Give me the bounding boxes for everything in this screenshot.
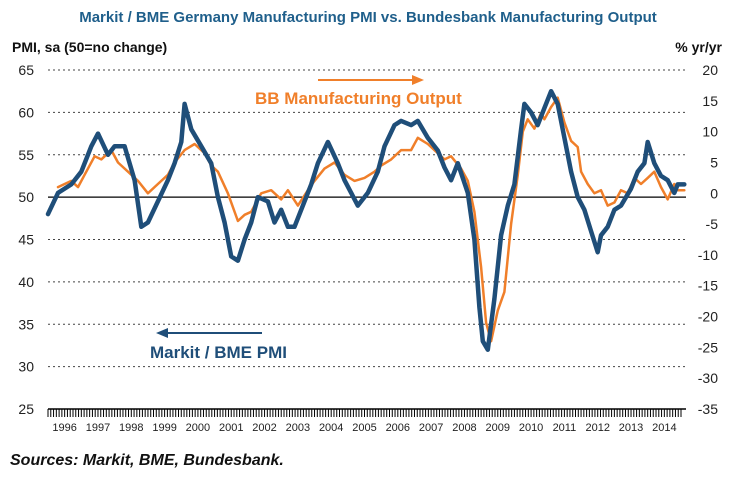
- pmi-arrow-icon: [156, 328, 262, 338]
- x-tick-label: 2003: [286, 422, 310, 434]
- left-tick-label: 30: [18, 359, 34, 375]
- output-series-label: BB Manufacturing Output: [255, 89, 462, 108]
- left-tick-label: 50: [18, 189, 34, 205]
- x-tick-label: 2014: [652, 422, 676, 434]
- x-tick-label: 1997: [86, 422, 110, 434]
- output-series-line: [56, 96, 686, 343]
- grid-lines: [48, 69, 686, 368]
- left-tick-label: 55: [18, 147, 34, 163]
- left-tick-label: 35: [18, 316, 34, 332]
- right-tick-label: 20: [702, 62, 718, 78]
- x-tick-label: 1998: [119, 422, 143, 434]
- annotation-layer: BB Manufacturing Output Markit / BME PMI: [150, 75, 462, 362]
- left-axis-label: PMI, sa (50=no change): [12, 39, 167, 55]
- right-tick-label: 5: [710, 154, 718, 170]
- right-tick-label: 10: [702, 124, 718, 140]
- x-tick-label: 1999: [152, 422, 176, 434]
- right-tick-label: -15: [698, 278, 718, 294]
- right-tick-label: -5: [706, 216, 719, 232]
- pmi-series-label: Markit / BME PMI: [150, 343, 287, 362]
- x-tick-label: 2009: [486, 422, 510, 434]
- x-axis: 1996 1997 1998 1999 2000 2001 2002 2003 2004 2005…: [47, 408, 686, 434]
- right-axis-label: % yr/yr: [675, 39, 722, 55]
- x-tick-label: 2004: [319, 422, 343, 434]
- left-tick-label: 25: [18, 401, 34, 417]
- x-tick-label: 2008: [452, 422, 476, 434]
- left-tick-label: 65: [18, 62, 34, 78]
- chart-title: Markit / BME Germany Manufacturing PMI v…: [79, 9, 657, 26]
- x-tick-label: 2000: [186, 422, 210, 434]
- x-tick-label: 2013: [619, 422, 643, 434]
- right-tick-label: -20: [698, 309, 718, 325]
- right-tick-label: -10: [698, 247, 718, 263]
- output-arrow-icon: [318, 75, 424, 85]
- x-tick-label: 2002: [252, 422, 276, 434]
- series-layer: [45, 88, 687, 352]
- right-axis-ticks: -35 -30 -25 -20 -15 -10 -5 0 5 10 15 20: [698, 62, 718, 417]
- right-tick-label: -25: [698, 339, 718, 355]
- x-tick-label: 2012: [585, 422, 609, 434]
- x-tick-label: 2005: [352, 422, 376, 434]
- x-tick-label: 2011: [553, 422, 577, 434]
- x-tick-label: 2001: [219, 422, 243, 434]
- pmi-series-line: [45, 88, 687, 352]
- source-note: Sources: Markit, BME, Bundesbank.: [10, 452, 284, 469]
- right-tick-label: -35: [698, 401, 718, 417]
- right-tick-label: 0: [710, 185, 718, 201]
- right-tick-label: -30: [698, 370, 718, 386]
- x-tick-label: 1996: [52, 422, 76, 434]
- left-tick-label: 60: [18, 104, 34, 120]
- x-tick-label: 2006: [386, 422, 410, 434]
- right-tick-label: 15: [702, 93, 718, 109]
- left-tick-label: 40: [18, 274, 34, 290]
- x-tick-label: 2010: [519, 422, 543, 434]
- left-tick-label: 45: [18, 232, 34, 248]
- x-tick-label: 2007: [419, 422, 443, 434]
- left-axis-ticks: 25 30 35 40 45 50 55 60 65: [18, 62, 34, 417]
